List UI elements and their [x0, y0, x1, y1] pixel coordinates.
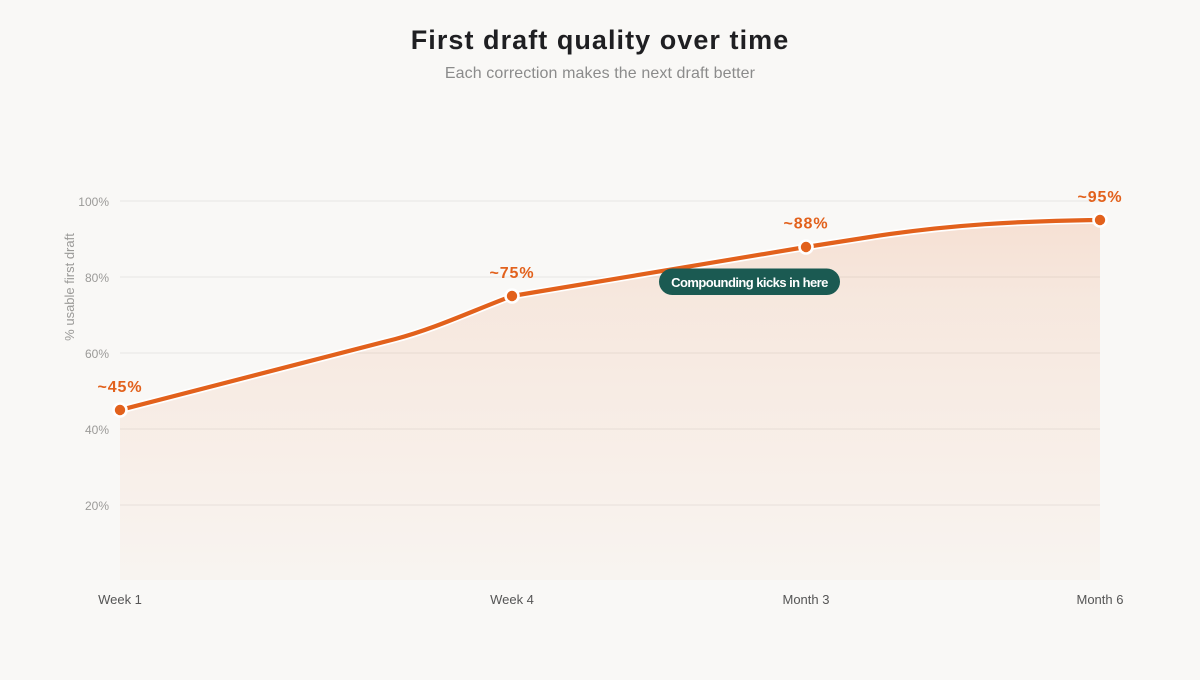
svg-text:20%: 20% — [85, 499, 109, 513]
svg-text:40%: 40% — [85, 423, 109, 437]
svg-text:~75%: ~75% — [490, 265, 535, 282]
svg-text:~95%: ~95% — [1078, 189, 1123, 206]
svg-text:Compounding kicks in here: Compounding kicks in here — [671, 275, 828, 290]
svg-text:Week 4: Week 4 — [490, 592, 534, 607]
svg-text:First draft quality over time: First draft quality over time — [411, 25, 790, 55]
svg-text:80%: 80% — [85, 271, 109, 285]
svg-text:% usable first draft: % usable first draft — [62, 233, 77, 341]
svg-text:~45%: ~45% — [98, 379, 143, 396]
svg-text:Month 3: Month 3 — [783, 592, 830, 607]
svg-text:Week 1: Week 1 — [98, 592, 142, 607]
svg-text:Each correction makes the next: Each correction makes the next draft bet… — [445, 65, 756, 82]
svg-text:~88%: ~88% — [784, 216, 829, 233]
svg-text:60%: 60% — [85, 347, 109, 361]
svg-text:100%: 100% — [78, 195, 109, 209]
svg-text:Month 6: Month 6 — [1077, 592, 1124, 607]
